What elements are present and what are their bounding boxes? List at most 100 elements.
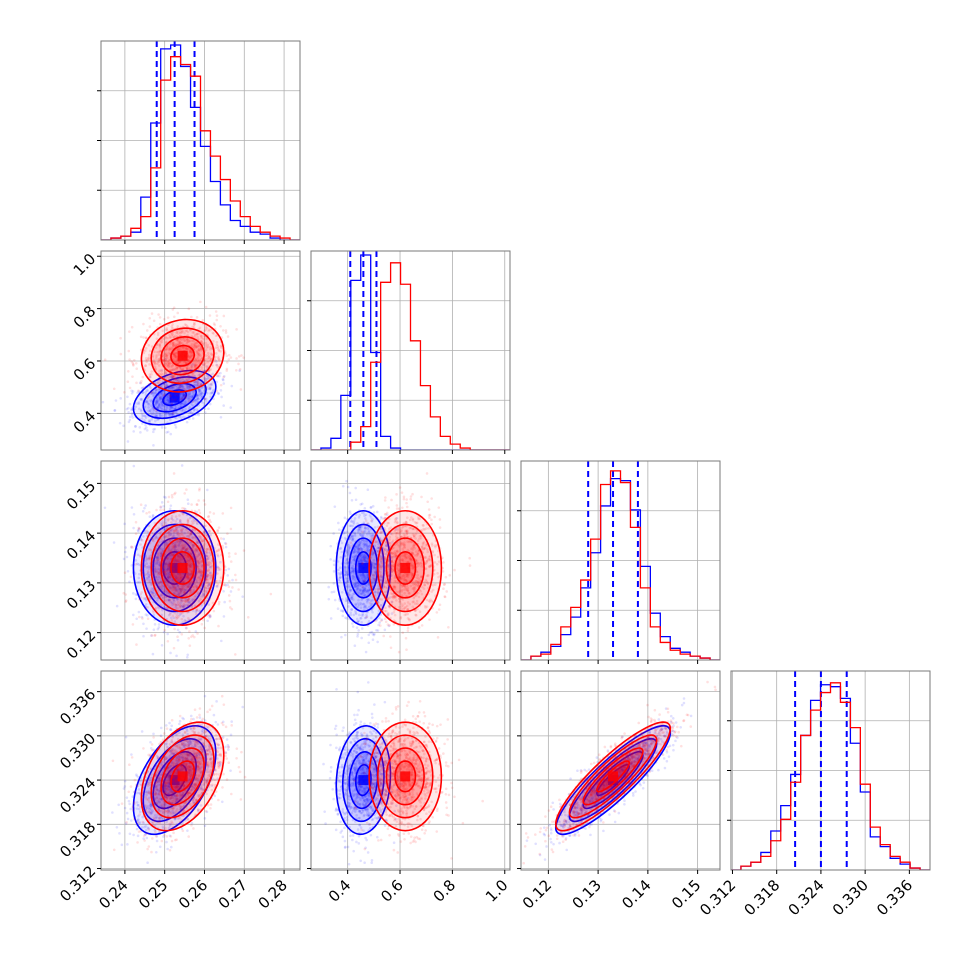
scatter-point (157, 393, 161, 397)
scatter-point (209, 345, 212, 349)
scatter-point (189, 516, 192, 520)
scatter-point (174, 603, 178, 607)
scatter-point (194, 557, 198, 561)
scatter-point (166, 401, 169, 405)
scatter-point (197, 368, 201, 372)
scatter-point (103, 506, 107, 510)
scatter-point (197, 499, 200, 502)
scatter-point (178, 379, 182, 383)
scatter-point (163, 557, 167, 560)
scatter-point (200, 340, 203, 344)
scatter-point (188, 563, 191, 567)
scatter-point (132, 358, 136, 362)
scatter-point (175, 386, 179, 389)
scatter-point (182, 604, 186, 608)
scatter-point (167, 573, 171, 576)
scatter-point (194, 361, 198, 365)
scatter-point (217, 357, 220, 360)
scatter-point (153, 566, 156, 569)
scatter-point (178, 587, 182, 591)
scatter-point (172, 532, 176, 535)
scatter-point (371, 534, 375, 538)
scatter-point (327, 597, 331, 601)
scatter-point (371, 567, 374, 570)
scatter-point (201, 539, 204, 542)
scatter-point (159, 552, 163, 556)
scatter-point (154, 410, 158, 414)
scatter-point (165, 383, 168, 386)
scatter-point (416, 573, 420, 577)
scatter-point (205, 563, 208, 567)
scatter-point (184, 397, 187, 400)
scatter-point (193, 598, 197, 602)
scatter-point (403, 591, 406, 595)
scatter-point (156, 382, 160, 385)
scatter-point (355, 551, 359, 554)
scatter-point (191, 597, 195, 601)
scatter-point (357, 591, 361, 595)
scatter-point (218, 374, 221, 378)
scatter-point (203, 363, 206, 366)
scatter-point (146, 530, 150, 534)
scatter-point (180, 585, 184, 588)
scatter-point (189, 350, 192, 354)
scatter-point (406, 617, 410, 620)
scatter-point (222, 375, 225, 379)
scatter-point (161, 329, 165, 333)
scatter-point (164, 408, 168, 412)
scatter-point (177, 593, 181, 597)
scatter-point (147, 557, 150, 561)
scatter-point (194, 399, 198, 402)
scatter-point (156, 627, 160, 631)
scatter-point (165, 550, 169, 553)
scatter-point (177, 539, 181, 543)
scatter-point (185, 368, 189, 372)
scatter-point (197, 359, 201, 363)
scatter-point (205, 533, 208, 537)
scatter-point (453, 568, 456, 572)
scatter-point (185, 367, 189, 370)
scatter-point (200, 560, 204, 563)
scatter-point (372, 574, 375, 577)
scatter-point (164, 341, 168, 344)
scatter-point (195, 539, 199, 542)
scatter-point (227, 594, 231, 597)
scatter-point (166, 564, 169, 567)
scatter-point (468, 556, 471, 560)
scatter-point (173, 587, 176, 590)
scatter-point (351, 534, 355, 538)
scatter-point (242, 549, 246, 552)
scatter-point (176, 554, 180, 557)
scatter-point (202, 578, 206, 582)
scatter-point (216, 345, 220, 348)
scatter-point (190, 602, 193, 606)
scatter-point (194, 574, 198, 578)
scatter-point (359, 527, 362, 531)
scatter-point (177, 360, 181, 364)
scatter-point (391, 595, 395, 599)
scatter-point (164, 385, 167, 388)
scatter-point (197, 348, 200, 351)
scatter-point (343, 573, 347, 577)
scatter-point (196, 567, 200, 571)
scatter-point (175, 375, 179, 378)
scatter-point (211, 381, 215, 384)
scatter-point (356, 547, 360, 551)
scatter-point (229, 527, 233, 531)
scatter-point (192, 635, 196, 639)
scatter-point (225, 354, 229, 358)
scatter-point (170, 521, 173, 524)
scatter-point (159, 604, 162, 607)
scatter-point (174, 615, 178, 619)
scatter-point (203, 601, 207, 605)
scatter-point (349, 588, 352, 591)
scatter-point (174, 589, 177, 592)
scatter-point (413, 583, 417, 586)
scatter-point (178, 555, 182, 559)
panel-content (101, 461, 300, 660)
scatter-point (336, 560, 340, 563)
scatter-point (365, 606, 368, 610)
scatter-point (172, 375, 176, 378)
scatter-point (408, 573, 411, 576)
scatter-point (195, 503, 199, 506)
